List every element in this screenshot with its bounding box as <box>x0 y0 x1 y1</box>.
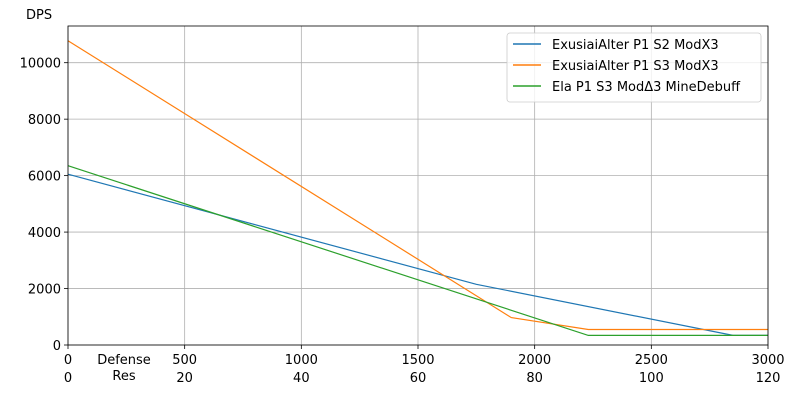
x-tick-label-defense: 500 <box>172 353 197 368</box>
x-tick-label-res: 120 <box>756 371 781 386</box>
x-tick-label-defense: 0 <box>64 353 72 368</box>
x-tick-label-defense: 1500 <box>401 353 434 368</box>
x-tick-label-defense: 2000 <box>518 353 551 368</box>
y-tick-label: 10000 <box>20 57 61 72</box>
y-tick-label: 0 <box>53 339 61 354</box>
x-tick-label-res: 20 <box>176 371 193 386</box>
y-tick-label: 6000 <box>28 170 61 185</box>
x-tick-label-res: 80 <box>526 371 543 386</box>
x-tick-label-res: 100 <box>639 371 664 386</box>
legend: ExusiaiAlter P1 S2 ModX3 ExusiaiAlter P1 … <box>506 32 762 103</box>
x-tick-label-defense: 2500 <box>635 353 668 368</box>
legend-box <box>506 32 762 103</box>
x-axis-title-line-2: Res <box>112 369 135 384</box>
x-axis: 0 0 500 20 1000 40 1500 60 2000 80 2500 100 3000 120 <box>64 345 785 386</box>
y-axis-title: DPS <box>26 8 52 23</box>
x-tick-label-defense: 3000 <box>751 353 784 368</box>
x-tick-label-res: 0 <box>64 371 72 386</box>
x-tick-label-res: 40 <box>293 371 310 386</box>
legend-label: ExusiaiAlter P1 S3 ModX3 <box>552 59 719 74</box>
legend-label: ExusiaiAlter P1 S2 ModX3 <box>552 38 719 53</box>
x-tick-label-defense: 1000 <box>285 353 318 368</box>
x-tick-label-res: 60 <box>410 371 427 386</box>
y-tick-label: 8000 <box>28 113 61 128</box>
y-tick-label: 2000 <box>28 283 61 298</box>
series-line <box>67 40 768 331</box>
y-axis: 0 2000 4000 6000 8000 10000 <box>20 57 68 354</box>
series-layer <box>67 40 768 336</box>
y-tick-label: 4000 <box>28 226 61 241</box>
x-axis-title-line-1: Defense <box>97 353 151 368</box>
legend-label: Ela P1 S3 ModΔ3 MineDebuff <box>552 80 741 95</box>
series-line <box>67 165 768 336</box>
